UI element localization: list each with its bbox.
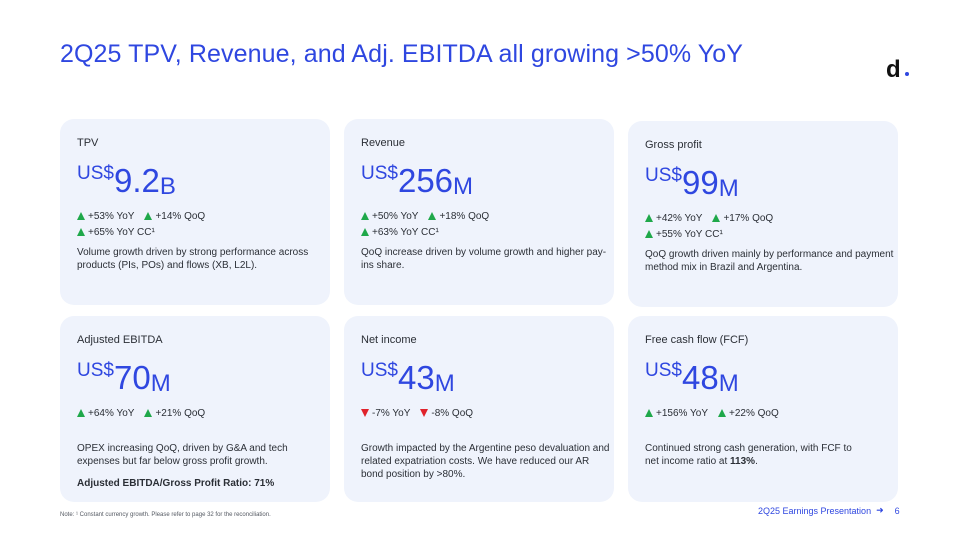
company-logo: d [886,56,909,84]
metric-cc: +55% YoY CC¹ [645,229,723,240]
metrics: +156% YoY +22% QoQ [645,405,898,421]
card-value: US$ 9.2 B [77,163,330,203]
metric-cc: +65% YoY CC¹ [77,227,155,238]
up-arrow-icon [645,214,653,222]
metric-yoy: +50% YoY [361,211,418,222]
metric-qoq: +21% QoQ [144,408,205,419]
up-arrow-icon [77,212,85,220]
card-description: OPEX increasing QoQ, driven by G&A and t… [77,443,288,467]
card-free-cash-flow: Free cash flow (FCF) US$ 48 M +156% YoY … [628,316,898,502]
metric-yoy: +156% YoY [645,408,708,419]
fcf-ratio-value: 113% [730,456,756,467]
card-label: Adjusted EBITDA [77,334,163,346]
ebitda-ratio: Adjusted EBITDA/Gross Profit Ratio: 71% [77,478,275,489]
arrow-right-icon: ➜ [876,505,884,515]
card-description: QoQ increase driven by volume growth and… [361,247,607,271]
card-label: Net income [361,334,417,346]
up-arrow-icon [718,409,726,417]
card-gross-profit: Gross profit US$ 99 M +42% YoY +17% QoQ … [628,121,898,307]
metric-qoq: +14% QoQ [144,211,205,222]
page-title: 2Q25 TPV, Revenue, and Adj. EBITDA all g… [60,40,744,68]
up-arrow-icon [77,228,85,236]
card-net-income: Net income US$ 43 M -7% YoY -8% QoQ Grow… [344,316,614,502]
card-label: Free cash flow (FCF) [645,334,749,346]
value-number: 99 [681,164,719,201]
value-number: 48 [681,359,719,396]
footnote: Note: ¹ Constant currency growth. Please… [60,512,271,518]
card-value: US$ 256 M [361,163,614,203]
currency: US$ [361,360,398,381]
currency: US$ [77,163,114,184]
up-arrow-icon [361,228,369,236]
logo-letter: d [886,56,901,83]
currency: US$ [361,163,398,184]
metrics: -7% YoY -8% QoQ [361,405,614,421]
metrics: +53% YoY +14% QoQ +65% YoY CC¹ [77,208,330,240]
value-number: 70 [113,359,151,396]
card-label: TPV [77,137,99,149]
metric-qoq: +18% QoQ [428,211,489,222]
metric-yoy: +42% YoY [645,213,702,224]
value-number: 256 [397,162,454,199]
currency: US$ [645,165,682,186]
card-value: US$ 48 M [645,360,898,400]
logo-dot [904,72,909,76]
metric-yoy: -7% YoY [361,408,410,419]
value-unit: B [159,173,176,200]
card-description: Growth impacted by the Argentine peso de… [361,443,610,480]
card-description: QoQ growth driven mainly by performance … [645,249,894,273]
metric-cc: +63% YoY CC¹ [361,227,439,238]
metrics: +50% YoY +18% QoQ +63% YoY CC¹ [361,208,614,240]
value-unit: M [150,370,171,397]
metric-qoq: +17% QoQ [712,213,773,224]
value-unit: M [718,175,739,202]
up-arrow-icon [144,409,153,417]
up-arrow-icon [712,214,721,222]
card-description: Volume growth driven by strong performan… [77,247,309,271]
metrics: +42% YoY +17% QoQ +55% YoY CC¹ [645,210,898,242]
value-unit: M [434,370,455,397]
currency: US$ [645,360,682,381]
card-revenue: Revenue US$ 256 M +50% YoY +18% QoQ +63%… [344,119,614,305]
down-arrow-icon [361,409,369,417]
up-arrow-icon [361,212,369,220]
up-arrow-icon [645,230,653,238]
card-description: Continued strong cash generation, with F… [645,443,852,467]
metric-yoy: +53% YoY [77,211,134,222]
card-label: Gross profit [645,139,702,151]
card-label: Revenue [361,137,406,149]
footer: 2Q25 Earnings Presentation ➜ 6 [758,505,900,516]
up-arrow-icon [77,409,85,417]
card-tpv: TPV US$ 9.2 B +53% YoY +14% QoQ +65% YoY… [60,119,330,305]
card-adjusted-ebitda: Adjusted EBITDA US$ 70 M +64% YoY +21% Q… [60,316,330,502]
value-number: 43 [397,359,435,396]
card-value: US$ 99 M [645,165,898,205]
metric-qoq: +22% QoQ [718,408,779,419]
value-number: 9.2 [113,162,160,199]
metrics: +64% YoY +21% QoQ [77,405,330,421]
metric-yoy: +64% YoY [77,408,134,419]
up-arrow-icon [428,212,437,220]
value-unit: M [718,370,739,397]
down-arrow-icon [420,409,429,417]
currency: US$ [77,360,114,381]
metric-qoq: -8% QoQ [420,408,473,419]
page-number: 6 [894,505,900,516]
card-value: US$ 70 M [77,360,330,400]
presentation-label: 2Q25 Earnings Presentation [758,505,872,516]
up-arrow-icon [645,409,653,417]
up-arrow-icon [144,212,153,220]
value-unit: M [453,173,474,200]
card-value: US$ 43 M [361,360,614,400]
